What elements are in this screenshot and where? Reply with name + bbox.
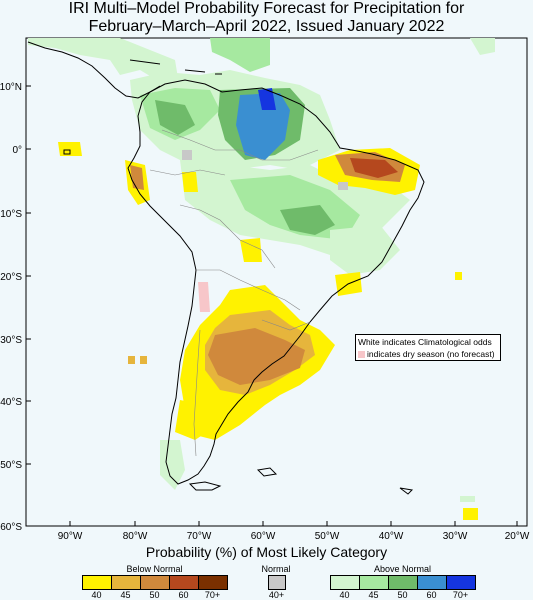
legend-below-swatch xyxy=(141,576,170,589)
legend-below-labels: 40 45 50 60 70+ xyxy=(82,590,227,600)
legend-above-swatch xyxy=(389,576,418,589)
title-line-2: February–March–April 2022, Issued Januar… xyxy=(88,18,445,35)
galapagos-islands xyxy=(63,149,71,155)
lon-tick-label: 40°W xyxy=(379,531,404,542)
legend-below-label: 45 xyxy=(120,590,131,600)
shade-peru-interior xyxy=(182,172,198,192)
lat-tick-label: 30°S xyxy=(0,335,22,346)
shade-south-atlantic-yellow xyxy=(455,272,462,280)
shade-bolivia-yellow xyxy=(240,238,262,262)
lat-tick-label: 0° xyxy=(12,145,22,156)
legend-normal-title: Normal xyxy=(261,564,291,574)
legend-below-swatch xyxy=(83,576,112,589)
note-line-2: indicates dry season (no forecast) xyxy=(367,349,495,359)
tierra-del-fuego xyxy=(188,481,222,491)
legend-above-label: 50 xyxy=(397,590,408,600)
probability-shading xyxy=(28,38,495,520)
legend-above-label: 70+ xyxy=(452,590,469,600)
legend-above-swatch xyxy=(418,576,447,589)
lat-tick-label: 60°S xyxy=(0,522,22,533)
legend-above-swatch xyxy=(331,576,360,589)
coastlines xyxy=(27,41,425,495)
lon-tick-label: 80°W xyxy=(123,531,148,542)
shade-guiana-blue xyxy=(236,93,290,160)
shade-argentina-tan xyxy=(208,328,305,385)
lon-tick-label: 30°W xyxy=(443,531,468,542)
lon-tick-label: 60°W xyxy=(251,531,276,542)
legend-below-swatches xyxy=(82,575,228,590)
legend-above-swatch xyxy=(447,576,475,589)
note-box: White indicates Climatological odds indi… xyxy=(355,334,501,361)
shade-atlantic-light xyxy=(460,496,475,502)
legend-title: Probability (%) of Most Likely Category xyxy=(145,544,388,560)
note-line-1: White indicates Climatological odds xyxy=(358,337,492,347)
shade-ne-brazil-brown xyxy=(350,158,398,178)
caribbean-islands xyxy=(129,59,222,75)
shade-peru-coast-tan xyxy=(130,165,144,190)
legend-normal-labels: 40+ xyxy=(268,590,285,600)
legend-below-label: 70+ xyxy=(204,590,221,600)
legend-below-label: 60 xyxy=(178,590,189,600)
lat-tick-label: 50°S xyxy=(0,460,22,471)
lat-tick-label: 20°S xyxy=(0,272,22,283)
latitude-ticks: 10°N 0° 10°S 20°S 30°S 40°S 50°S 60°S xyxy=(0,82,31,533)
border-lines xyxy=(149,129,319,457)
title-line-1: IRI Multi–Model Probability Forecast for… xyxy=(68,0,465,17)
lat-tick-label: 10°S xyxy=(0,209,22,220)
shade-brazil-east xyxy=(330,225,400,275)
shade-central-america xyxy=(28,38,178,82)
central-america-coast xyxy=(27,41,161,99)
lon-tick-label: 90°W xyxy=(58,531,83,542)
legend-normal-swatch xyxy=(269,576,285,589)
legend-above-labels: 40 45 50 60 70+ xyxy=(330,590,475,600)
dry-season-swatch xyxy=(358,351,365,359)
legend-normal-label: 40+ xyxy=(268,590,285,600)
legend-below-label: 40 xyxy=(91,590,102,600)
legend-above-title: Above Normal xyxy=(373,564,432,574)
country-borders xyxy=(149,129,319,457)
shade-caribbean-green xyxy=(210,38,270,72)
legend-above-swatch xyxy=(360,576,389,589)
shade-s-chile-green xyxy=(160,440,185,490)
shade-amazon-green xyxy=(280,205,335,235)
legend-above-swatches xyxy=(330,575,476,590)
lon-tick-label: 70°W xyxy=(187,531,212,542)
legend-normal-swatches xyxy=(268,575,286,590)
shade-patagonia-yellow xyxy=(175,400,210,440)
shade-e-pacific-tan xyxy=(128,356,147,364)
note-line-2-wrap: indicates dry season (no forecast) xyxy=(358,348,498,360)
falkland-islands xyxy=(256,467,278,477)
legend-below-swatch xyxy=(170,576,199,589)
legend-below-title: Below Normal xyxy=(126,564,183,574)
lat-tick-label: 40°S xyxy=(0,397,22,408)
longitude-ticks: 90°W 80°W 70°W 60°W 50°W 40°W 30°W 20°W xyxy=(58,521,530,542)
lon-tick-label: 20°W xyxy=(505,531,530,542)
lat-tick-label: 10°N xyxy=(0,82,22,93)
shade-dry-season xyxy=(198,282,210,312)
legend-above-label: 45 xyxy=(368,590,379,600)
legend-below-swatch xyxy=(199,576,227,589)
south-georgia xyxy=(399,487,414,495)
legend-above-label: 60 xyxy=(426,590,437,600)
legend-below-label: 50 xyxy=(149,590,160,600)
legend-above-label: 40 xyxy=(339,590,350,600)
shade-mexico-light xyxy=(470,38,495,55)
lon-tick-label: 50°W xyxy=(315,531,340,542)
shade-guiana-darkblue xyxy=(258,88,276,110)
shade-venezuela-green xyxy=(155,100,195,135)
south-america-coast xyxy=(127,79,425,485)
chart-title: IRI Multi–Model Probability Forecast for… xyxy=(0,0,533,36)
shade-atlantic-yellow xyxy=(463,508,478,520)
legend-below-swatch xyxy=(112,576,141,589)
